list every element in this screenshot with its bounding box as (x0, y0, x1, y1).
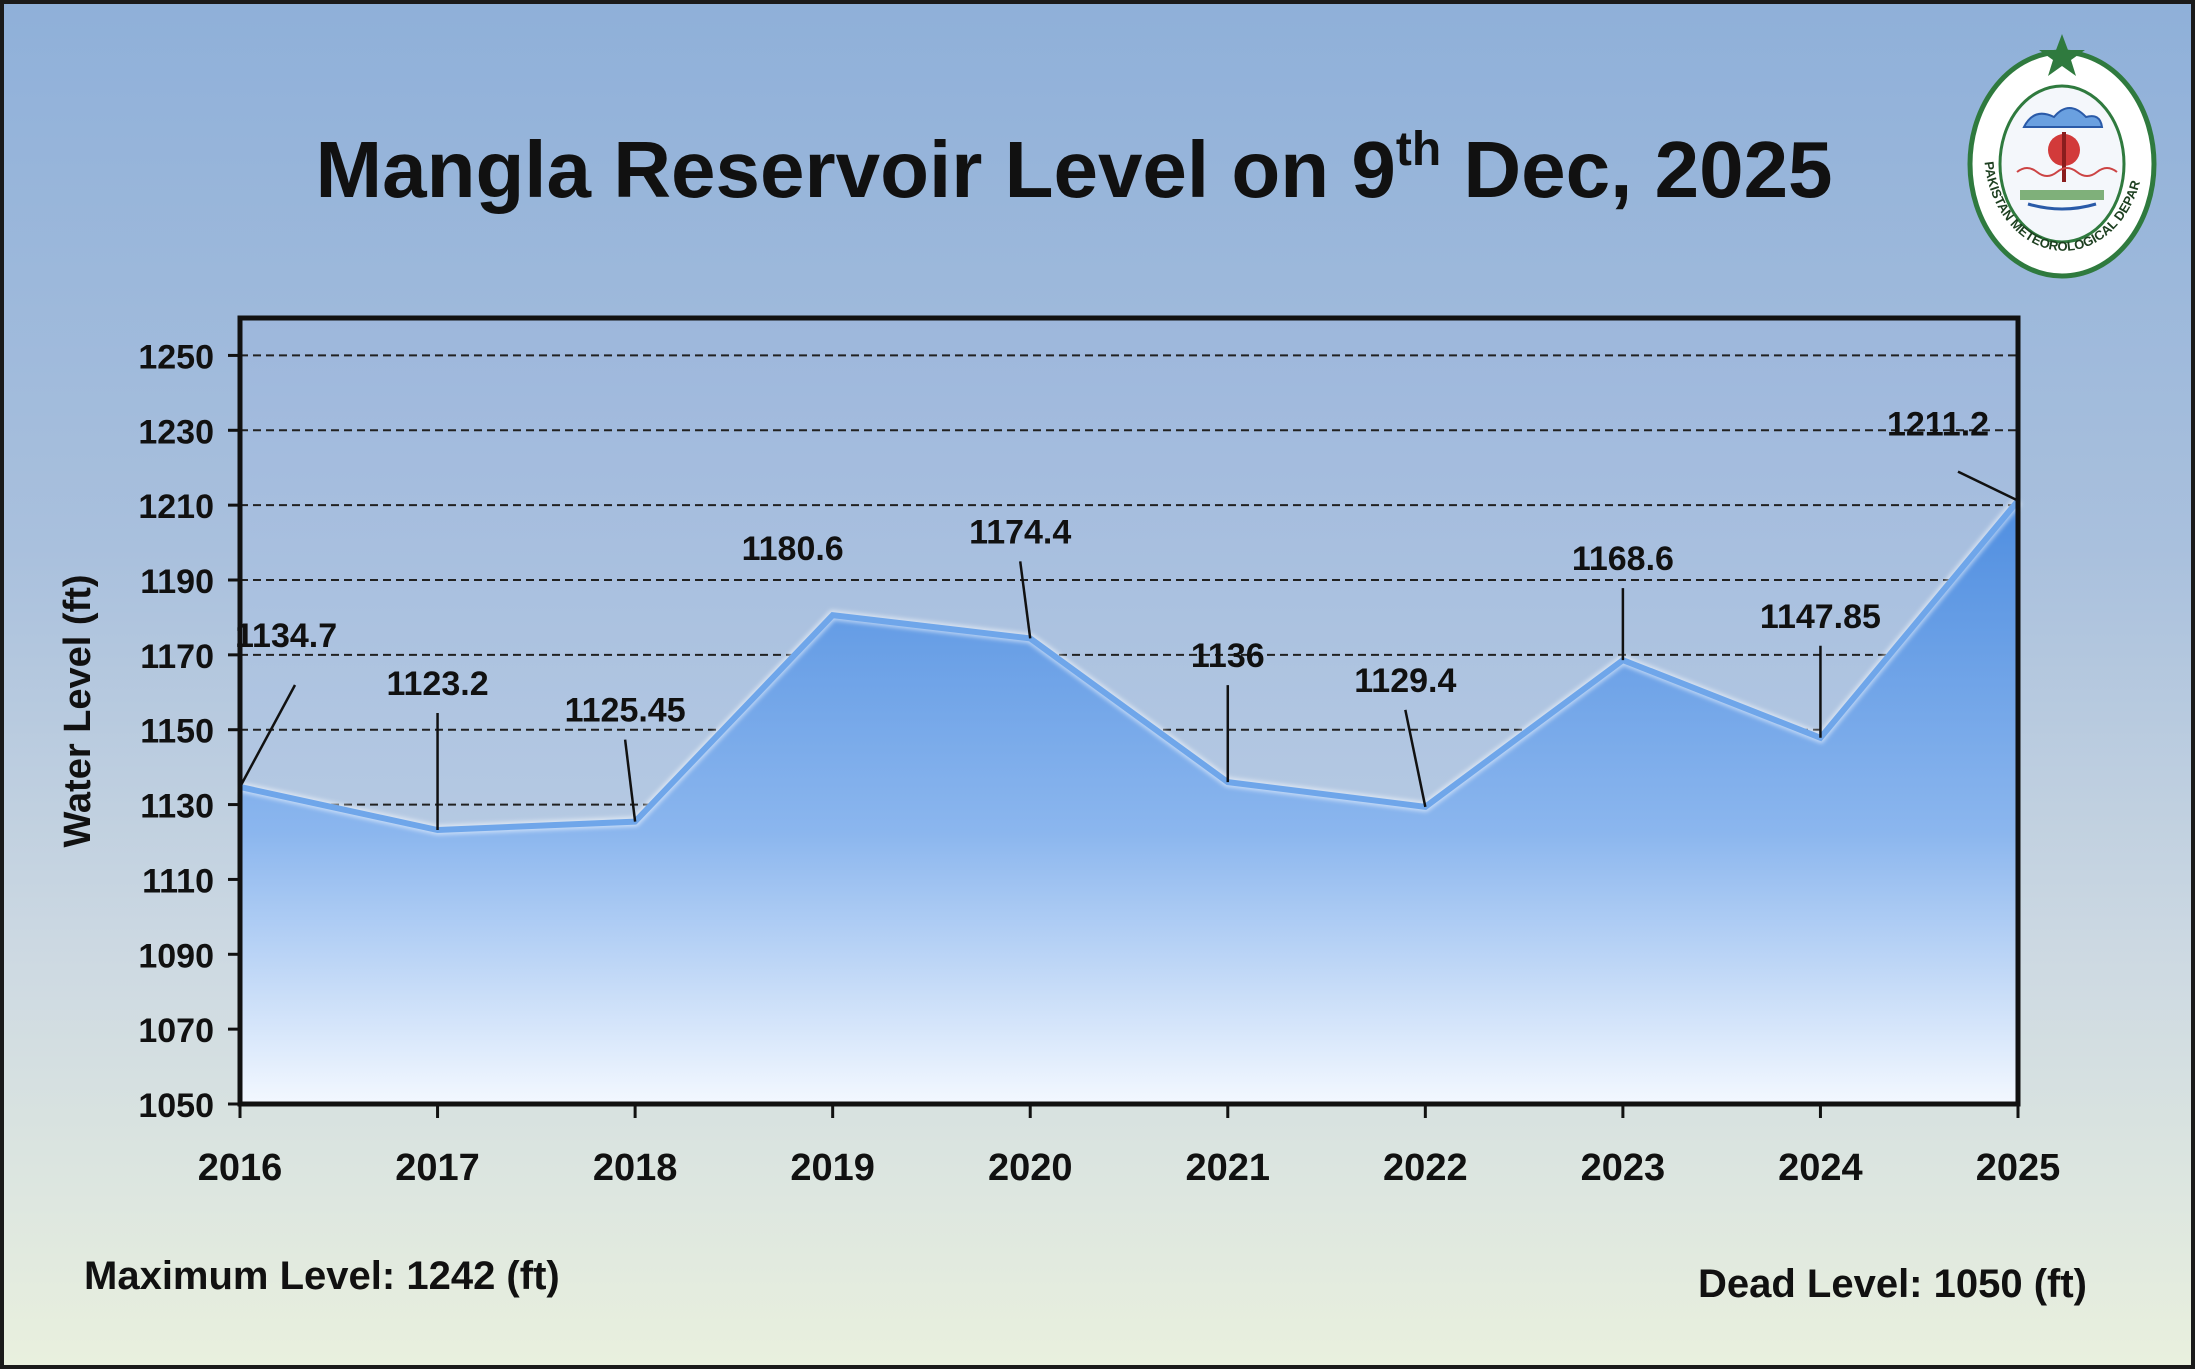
title-main: Mangla Reservoir Level on 9 (315, 125, 1396, 214)
x-tick-label-2024: 2024 (1778, 1147, 1863, 1189)
leader-lines (238, 470, 2019, 831)
plot-border (237, 315, 2021, 1107)
y-tick-label: 1090 (138, 937, 214, 975)
data-label-2016: 1134.7 (235, 617, 337, 655)
x-tick-label-2020: 2020 (988, 1147, 1073, 1189)
x-tick-label-2021: 2021 (1186, 1147, 1271, 1189)
y-tick-label: 1050 (138, 1087, 214, 1125)
data-label-2021: 1136 (1191, 637, 1265, 675)
y-tick-label: 1230 (138, 413, 214, 451)
data-label-2023: 1168.6 (1572, 540, 1674, 578)
leader-line (238, 684, 297, 788)
y-tick-label: 1070 (138, 1012, 214, 1050)
y-tick-label: 1250 (138, 338, 214, 376)
pmd-emblem-icon: PAKISTAN METEOROLOGICAL DEPARTMENT (1962, 32, 2157, 279)
data-label-2019: 1180.6 (742, 530, 844, 568)
x-tick-label-2017: 2017 (395, 1147, 480, 1189)
chart-title: Mangla Reservoir Level on 9th Dec, 2025 (4, 124, 2144, 216)
leader-line (1404, 709, 1427, 808)
x-tick-label-2022: 2022 (1383, 1147, 1468, 1189)
maximum-level: Maximum Level: 1242 (ft) (84, 1254, 560, 1298)
x-tick-label-2018: 2018 (593, 1147, 678, 1189)
data-label-2025: 1211.2 (1887, 406, 1989, 444)
data-label-2020: 1174.4 (969, 513, 1071, 551)
data-labels: 1134.7 1123.2 1125.45 1180.6 1174.4 1136 1129.… (235, 406, 1989, 730)
y-tick-label: 1130 (140, 788, 214, 826)
y-tick-label: 1110 (142, 862, 214, 900)
data-label-2024: 1147.85 (1760, 598, 1881, 636)
y-axis: 1050 1070 1090 1110 1130 1150 1170 1190 1210 1230… (138, 338, 240, 1125)
dead-level: Dead Level: 1050 (ft) (1697, 1262, 2087, 1306)
area-chart: 1134.7 1123.2 1125.45 1180.6 1174.4 1136 1129.… (57, 315, 2061, 1189)
y-tick-label: 1190 (140, 563, 214, 601)
data-label-2022: 1129.4 (1354, 662, 1456, 700)
leader-line (1018, 561, 1032, 639)
leader-line (1957, 470, 2019, 502)
x-tick-label-2016: 2016 (198, 1147, 283, 1189)
area-top-line (239, 498, 2021, 834)
y-tick-label: 1170 (140, 638, 214, 676)
y-axis-label: Water Level (ft) (57, 574, 99, 847)
x-tick-label-2023: 2023 (1581, 1147, 1666, 1189)
title-superscript: th (1395, 123, 1442, 176)
x-tick-label-2019: 2019 (790, 1147, 875, 1189)
x-tick-label-2025: 2025 (1976, 1147, 2061, 1189)
y-tick-label: 1210 (138, 488, 214, 526)
area-series (240, 500, 2018, 1104)
y-tick-label: 1150 (140, 713, 214, 751)
leader-line (623, 739, 637, 822)
x-axis: 2016 2017 2018 2019 2020 2021 2022 2023 2024 2025 (198, 1104, 2061, 1189)
data-label-2017: 1123.2 (386, 665, 488, 703)
data-label-2018: 1125.45 (565, 692, 686, 730)
title-rest: Dec, 2025 (1441, 125, 1833, 214)
